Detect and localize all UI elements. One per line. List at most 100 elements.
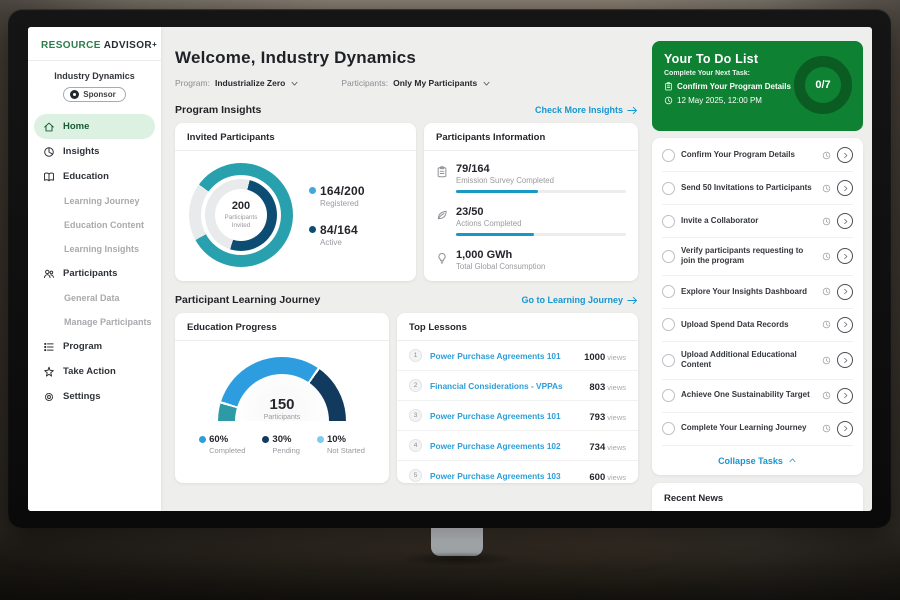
donut-center-label: Participants Invited <box>218 214 264 230</box>
home-icon <box>43 121 55 133</box>
lesson-title-link[interactable]: Power Purchase Agreements 101 <box>430 351 576 361</box>
go-to-learning-journey-link[interactable]: Go to Learning Journey <box>521 295 638 305</box>
sidebar-item-settings[interactable]: Settings <box>28 384 161 409</box>
task-checkbox[interactable] <box>662 354 675 367</box>
progress-track <box>456 190 626 193</box>
task-row-send-50-invitations-to-participants[interactable]: Send 50 Invitations to Participants <box>662 172 853 205</box>
task-checkbox[interactable] <box>662 149 675 162</box>
lesson-title-link[interactable]: Power Purchase Agreements 101 <box>430 411 581 421</box>
task-row-confirm-your-program-details[interactable]: Confirm Your Program Details <box>662 139 853 172</box>
legend-value: 84/164 <box>320 223 365 237</box>
info-label: Emission Survey Completed <box>456 176 626 185</box>
task-checkbox[interactable] <box>662 318 675 331</box>
task-open-button[interactable] <box>837 180 853 196</box>
lesson-row-4[interactable]: 4Power Purchase Agreements 102734views <box>397 431 638 461</box>
legend-value: 164/200 <box>320 184 365 198</box>
sidebar-item-insights[interactable]: Insights <box>28 139 161 164</box>
task-row-upload-additional-educational-content[interactable]: Upload Additional Educational Content <box>662 342 853 380</box>
gauge-legend-value: 60% <box>209 434 245 445</box>
sidebar-item-education-content[interactable]: Education Content <box>28 213 161 237</box>
top-lessons-title: Top Lessons <box>397 313 638 341</box>
task-checkbox[interactable] <box>662 250 675 263</box>
info-value: 23/50 <box>456 206 626 218</box>
lesson-row-1[interactable]: 1Power Purchase Agreements 1011000views <box>397 341 638 371</box>
lesson-views-word: views <box>607 413 626 422</box>
education-gauge-chart: 150 Participants <box>218 357 346 421</box>
recent-news-title: Recent News <box>664 493 851 511</box>
task-checkbox[interactable] <box>662 215 675 228</box>
lesson-views: 793views <box>589 407 626 425</box>
gauge-legend-label: Pending <box>272 446 300 455</box>
participants-dropdown[interactable]: Participants: Only My Participants <box>341 78 491 88</box>
sidebar-nav: HomeInsights Education Learning JourneyEdu… <box>28 114 161 409</box>
sidebar-item-manage-participants[interactable]: Manage Participants <box>28 310 161 334</box>
learning-journey-section-header: Participant Learning Journey Go to Learn… <box>175 294 638 306</box>
task-row-explore-your-insights-dashboard[interactable]: Explore Your Insights Dashboard <box>662 276 853 309</box>
task-checkbox[interactable] <box>662 182 675 195</box>
task-row-verify-participants-requesting-to-join-the-program[interactable]: Verify participants requesting to join t… <box>662 238 853 276</box>
task-open-button[interactable] <box>837 213 853 229</box>
sidebar-item-label: Education <box>63 171 109 182</box>
sidebar-item-home[interactable]: Home <box>34 114 155 139</box>
task-open-button[interactable] <box>837 248 853 264</box>
task-open-button[interactable] <box>837 317 853 333</box>
donut-outer-hole: 200 Participants Invited <box>201 175 281 255</box>
task-row-complete-your-learning-journey[interactable]: Complete Your Learning Journey <box>662 413 853 446</box>
chevron-right-icon <box>842 218 849 225</box>
task-open-button[interactable] <box>837 421 853 437</box>
insights-icon <box>43 146 55 158</box>
lesson-views-count: 734 <box>589 442 605 453</box>
participants-information-title: Participants Information <box>424 123 638 151</box>
task-row-invite-a-collaborator[interactable]: Invite a Collaborator <box>662 205 853 238</box>
sponsor-badge[interactable]: Sponsor <box>63 87 125 102</box>
sidebar-item-learning-insights[interactable]: Learning Insights <box>28 237 161 261</box>
chevron-right-icon <box>842 288 849 295</box>
settings-icon <box>43 391 55 403</box>
info-row-actions-completed: 23/50Actions Completed <box>436 200 626 243</box>
lesson-row-2[interactable]: 2Financial Considerations - VPPAs803view… <box>397 371 638 401</box>
gauge-legend-dot-not-started <box>317 436 324 443</box>
participants-label: Participants: <box>341 78 388 88</box>
lesson-title-link[interactable]: Power Purchase Agreements 102 <box>430 441 581 451</box>
task-checkbox[interactable] <box>662 285 675 298</box>
donut-center-value: 200 <box>232 200 250 212</box>
clock-icon <box>822 320 831 329</box>
participants-information-card: Participants Information 79/164Emission … <box>424 123 638 281</box>
collapse-tasks-link[interactable]: Collapse Tasks <box>662 446 853 475</box>
task-row-upload-spend-data-records[interactable]: Upload Spend Data Records <box>662 309 853 342</box>
page-title: Welcome, Industry Dynamics <box>175 48 638 68</box>
lesson-views-word: views <box>607 443 626 452</box>
clock-icon <box>822 151 831 160</box>
lesson-title-link[interactable]: Power Purchase Agreements 103 <box>430 471 581 481</box>
task-open-button[interactable] <box>837 284 853 300</box>
sidebar-item-participants[interactable]: Participants <box>28 261 161 286</box>
task-checkbox[interactable] <box>662 422 675 435</box>
sidebar-item-program[interactable]: Program <box>28 334 161 359</box>
chevron-right-icon <box>842 185 849 192</box>
recent-news-card: Recent News <box>652 483 863 511</box>
program-dropdown[interactable]: Program: Industrialize Zero <box>175 78 299 88</box>
sidebar-item-learning-journey[interactable]: Learning Journey <box>28 189 161 213</box>
info-row-main: 23/50Actions Completed <box>456 206 626 236</box>
task-row-achieve-one-sustainability-target[interactable]: Achieve One Sustainability Target <box>662 380 853 413</box>
lesson-title-link[interactable]: Financial Considerations - VPPAs <box>430 381 581 391</box>
todo-task-list-card: Confirm Your Program DetailsSend 50 Invi… <box>652 138 863 475</box>
task-open-button[interactable] <box>837 147 853 163</box>
todo-next-task-label: Confirm Your Program Details <box>677 82 791 91</box>
education-icon <box>43 171 55 183</box>
sidebar-item-education[interactable]: Education <box>28 164 161 189</box>
task-open-button[interactable] <box>837 388 853 404</box>
task-checkbox[interactable] <box>662 389 675 402</box>
info-value: 79/164 <box>456 163 626 175</box>
lesson-views: 803views <box>589 377 626 395</box>
gauge-legend-dot-pending <box>262 436 269 443</box>
sidebar-item-general-data[interactable]: General Data <box>28 286 161 310</box>
sidebar-item-take-action[interactable]: Take Action <box>28 359 161 384</box>
sponsor-label: Sponsor <box>83 90 115 99</box>
check-more-insights-link[interactable]: Check More Insights <box>535 105 638 115</box>
task-open-button[interactable] <box>837 352 853 368</box>
chevron-right-icon <box>842 152 849 159</box>
clock-icon <box>822 287 831 296</box>
lesson-row-5[interactable]: 5Power Purchase Agreements 103600views <box>397 461 638 483</box>
lesson-row-3[interactable]: 3Power Purchase Agreements 101793views <box>397 401 638 431</box>
